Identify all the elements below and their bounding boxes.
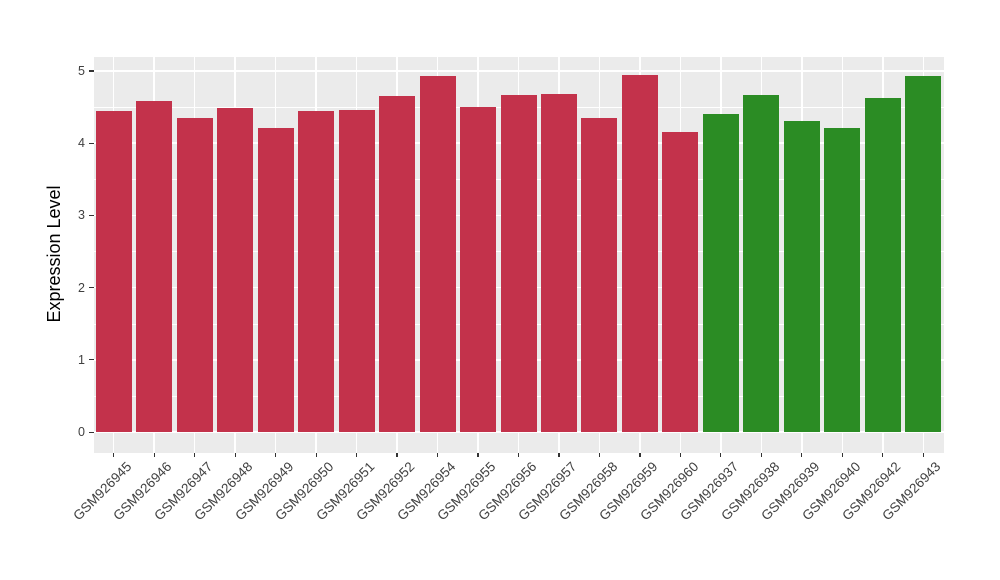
x-tick-mark xyxy=(760,452,762,457)
x-tick-mark xyxy=(396,452,398,457)
bar-GSM926945 xyxy=(95,110,132,432)
x-tick-mark xyxy=(720,452,722,457)
bar-GSM926959 xyxy=(621,75,658,432)
bar-GSM926958 xyxy=(581,117,618,432)
y-tick-label: 2 xyxy=(78,280,85,295)
plot-panel xyxy=(93,57,944,453)
y-tick-mark xyxy=(89,431,94,433)
bar-GSM926948 xyxy=(217,108,254,432)
x-tick-mark xyxy=(194,452,196,457)
x-tick-mark xyxy=(558,452,560,457)
bar-GSM926951 xyxy=(338,109,375,432)
x-tick-mark xyxy=(517,452,520,457)
bar-GSM926955 xyxy=(460,106,497,432)
x-tick-mark xyxy=(113,452,115,457)
x-tick-mark xyxy=(436,452,439,457)
bar-GSM926946 xyxy=(136,101,173,432)
major-gridline xyxy=(93,70,944,72)
bar-GSM926939 xyxy=(783,120,820,432)
x-tick-mark xyxy=(882,452,884,457)
y-tick-label: 0 xyxy=(78,425,85,439)
bar-GSM926938 xyxy=(743,94,780,432)
y-tick-mark xyxy=(89,214,94,216)
bar-GSM926947 xyxy=(176,117,213,432)
x-tick-mark xyxy=(153,452,155,457)
bar-GSM926960 xyxy=(662,132,699,432)
bar-GSM926950 xyxy=(298,111,335,432)
y-tick-mark xyxy=(89,359,94,361)
y-tick-mark xyxy=(89,287,94,289)
bar-GSM926956 xyxy=(500,95,537,432)
y-tick-mark xyxy=(89,70,94,72)
bar-GSM926949 xyxy=(257,127,294,432)
bar-GSM926937 xyxy=(702,114,739,432)
y-tick-label: 1 xyxy=(78,352,85,367)
x-tick-mark xyxy=(275,452,277,457)
x-tick-mark xyxy=(477,452,479,457)
major-gridline xyxy=(93,431,944,433)
y-tick-mark xyxy=(89,142,94,144)
y-tick-label: 5 xyxy=(78,63,85,78)
x-tick-mark xyxy=(355,452,358,457)
x-tick-mark xyxy=(639,452,641,457)
x-tick-mark xyxy=(801,452,803,457)
x-tick-mark xyxy=(841,452,843,457)
x-tick-mark xyxy=(234,452,236,457)
y-tick-label: 4 xyxy=(78,136,85,151)
y-tick-label: 3 xyxy=(78,208,85,223)
bar-GSM926952 xyxy=(379,96,416,432)
bar-GSM926942 xyxy=(864,97,901,432)
x-tick-mark xyxy=(315,452,317,457)
bar-GSM926940 xyxy=(824,127,861,432)
x-tick-mark xyxy=(598,452,601,457)
bar-GSM926943 xyxy=(905,75,942,432)
bar-GSM926957 xyxy=(540,93,577,432)
bar-GSM926954 xyxy=(419,75,456,432)
x-tick-mark xyxy=(679,452,681,457)
x-tick-mark xyxy=(922,452,924,457)
